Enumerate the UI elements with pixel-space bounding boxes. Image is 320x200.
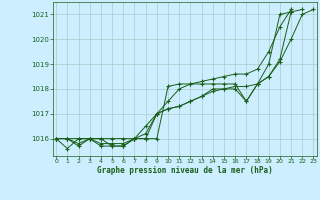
X-axis label: Graphe pression niveau de la mer (hPa): Graphe pression niveau de la mer (hPa): [97, 166, 273, 175]
